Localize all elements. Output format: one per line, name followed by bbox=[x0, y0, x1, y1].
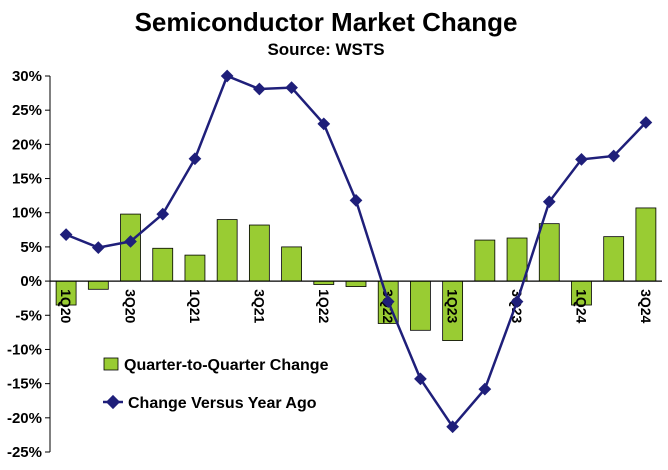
x-tick-label: 1Q22 bbox=[316, 289, 332, 323]
x-tick-label: 1Q20 bbox=[58, 289, 74, 323]
bar-4Q21 bbox=[281, 246, 302, 282]
y-tick-label: 0% bbox=[20, 273, 42, 290]
y-tick-label: 10% bbox=[12, 205, 42, 222]
bar-4Q22 bbox=[410, 280, 431, 331]
x-tick-label: 3Q21 bbox=[251, 289, 267, 323]
x-tick-label: 3Q24 bbox=[638, 289, 654, 323]
y-tick-label: -10% bbox=[7, 341, 42, 358]
legend-label-bar: Quarter-to-Quarter Change bbox=[124, 357, 329, 374]
x-tick-label: 1Q24 bbox=[573, 289, 589, 323]
bar-series bbox=[55, 207, 657, 341]
x-tick-label: 1Q23 bbox=[445, 289, 461, 323]
bar-3Q23 bbox=[506, 237, 528, 282]
line-point-3Q22 bbox=[381, 295, 395, 308]
line-point-2Q23 bbox=[478, 382, 492, 396]
chart-subtitle: Source: WSTS bbox=[267, 40, 384, 59]
line-point-1Q20 bbox=[59, 228, 73, 241]
line-point-2Q21 bbox=[220, 69, 234, 83]
y-axis-ticks: 30% 25% 20% 15% 10% 5% 0% -5% -10% -15% -20% -25% bbox=[7, 68, 50, 461]
legend-label-line: Change Versus Year Ago bbox=[128, 395, 317, 412]
line-point-3Q21 bbox=[253, 82, 266, 96]
bar-4Q23 bbox=[538, 223, 560, 282]
chart-title: Semiconductor Market Change bbox=[135, 7, 518, 37]
legend-swatch-marker bbox=[105, 394, 121, 410]
line-point-4Q20 bbox=[156, 207, 170, 221]
bar-2Q22 bbox=[345, 280, 367, 287]
line-point-1Q23 bbox=[446, 420, 459, 434]
line-point-1Q22 bbox=[317, 117, 331, 131]
y-tick-label: -20% bbox=[7, 410, 42, 427]
legend: Quarter-to-Quarter Change Change Versus … bbox=[103, 357, 329, 412]
y-tick-label: 30% bbox=[12, 68, 42, 85]
x-tick-label: 3Q20 bbox=[123, 289, 139, 323]
bar-2Q23 bbox=[474, 239, 496, 282]
x-tick-label: 1Q21 bbox=[187, 289, 203, 323]
y-tick-label: 5% bbox=[20, 239, 42, 256]
bar-2Q24 bbox=[603, 236, 625, 282]
bar-2Q20 bbox=[87, 280, 109, 290]
x-axis-tick-labels: 1Q203Q201Q213Q211Q223Q221Q233Q231Q243Q24 bbox=[58, 289, 654, 323]
bar-1Q21 bbox=[184, 254, 206, 282]
y-tick-label: 15% bbox=[12, 171, 42, 188]
y-tick-label: -25% bbox=[7, 444, 42, 461]
line-point-4Q22 bbox=[414, 372, 427, 386]
bar-4Q20 bbox=[152, 247, 174, 282]
legend-swatch-bar bbox=[103, 357, 119, 371]
y-tick-label: -5% bbox=[15, 307, 42, 324]
line-point-2Q20 bbox=[91, 241, 105, 254]
line-point-2Q22 bbox=[349, 194, 363, 207]
bar-3Q21 bbox=[248, 224, 270, 282]
y-tick-label: -15% bbox=[7, 376, 42, 393]
bar-2Q21 bbox=[216, 219, 238, 282]
line-point-4Q21 bbox=[285, 81, 298, 94]
bar-3Q24 bbox=[635, 207, 657, 282]
line-series-points bbox=[59, 69, 653, 434]
line-point-1Q21 bbox=[188, 152, 202, 166]
y-tick-label: 20% bbox=[12, 136, 42, 153]
y-tick-label: 25% bbox=[12, 102, 42, 119]
